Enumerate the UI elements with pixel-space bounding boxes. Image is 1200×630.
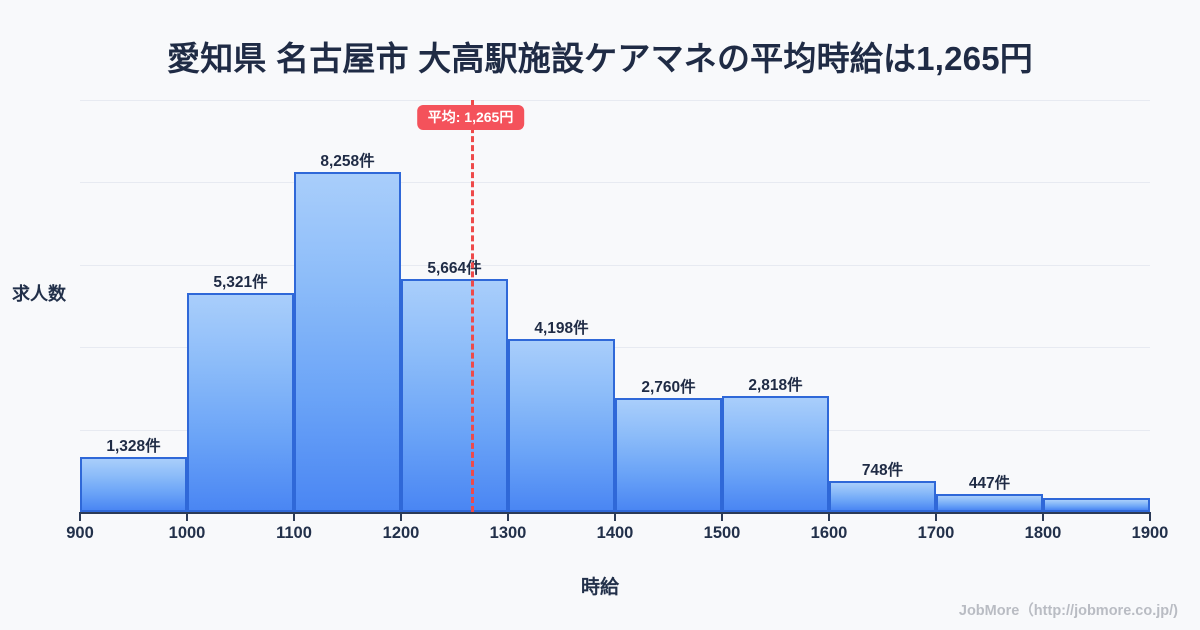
x-axis-tick-mark: [614, 512, 616, 521]
x-axis-tick-mark: [721, 512, 723, 521]
histogram-bar: [401, 278, 508, 512]
x-axis-tick-label: 1800: [1024, 524, 1062, 542]
bar-value-label: 1,328件: [106, 438, 161, 456]
x-axis-tick-label: 1300: [489, 524, 527, 542]
x-axis-tick-label: 1900: [1131, 524, 1169, 542]
y-axis-title: 求人数: [12, 284, 66, 304]
histogram-bar: [615, 398, 722, 512]
histogram-bar: [508, 339, 615, 512]
x-axis-tick-mark: [400, 512, 402, 521]
average-badge: 平均: 1,265円: [416, 105, 525, 131]
x-axis-tick-label: 1700: [917, 524, 955, 542]
x-axis-tick-mark: [1042, 512, 1044, 521]
x-axis-title: 時給: [580, 577, 619, 598]
histogram-bar: [829, 481, 936, 512]
chart-title: 愛知県 名古屋市 大高駅施設ケアマネの平均時給は1,265円: [167, 40, 1033, 77]
histogram-bar: [936, 493, 1043, 512]
histogram-bar: [1043, 498, 1150, 512]
bar-value-label: 748件: [861, 462, 904, 480]
x-axis-tick-mark: [79, 512, 81, 521]
histogram-bar: [722, 395, 829, 512]
histogram-bar: [294, 171, 401, 512]
x-axis-tick-mark: [186, 512, 188, 521]
x-axis-tick-label: 1000: [168, 524, 206, 542]
x-axis-tick-mark: [507, 512, 509, 521]
x-axis-tick-mark: [293, 512, 295, 521]
bar-value-label: 8,258件: [320, 152, 375, 170]
x-axis-tick-mark: [828, 512, 830, 521]
x-axis-tick-mark: [1149, 512, 1151, 521]
average-line: [470, 100, 474, 512]
bar-value-label: 4,198件: [534, 320, 589, 338]
x-axis-tick-label: 1600: [810, 524, 848, 542]
x-axis-tick-label: 1500: [703, 524, 741, 542]
histogram-bar: [187, 292, 294, 512]
bar-value-label: 5,321件: [213, 273, 268, 291]
plot-area: [80, 100, 1150, 512]
gridline: [80, 100, 1150, 101]
x-axis-tick-mark: [935, 512, 937, 521]
bar-value-label: 2,818件: [748, 376, 803, 394]
x-axis-tick-label: 1400: [596, 524, 634, 542]
gridline: [80, 347, 1150, 349]
x-axis-tick-label: 1100: [276, 524, 312, 542]
footer-credit: JobMore（http://jobmore.co.jp/): [958, 603, 1178, 619]
histogram-bar: [80, 457, 187, 512]
bar-value-label: 5,664件: [427, 259, 482, 277]
bar-value-label: 447件: [968, 474, 1011, 492]
gridline: [80, 182, 1150, 184]
x-axis-tick-label: 1200: [382, 524, 420, 542]
x-axis-tick-label: 900: [66, 524, 94, 542]
bar-value-label: 2,760件: [641, 379, 696, 397]
gridline: [80, 264, 1150, 266]
